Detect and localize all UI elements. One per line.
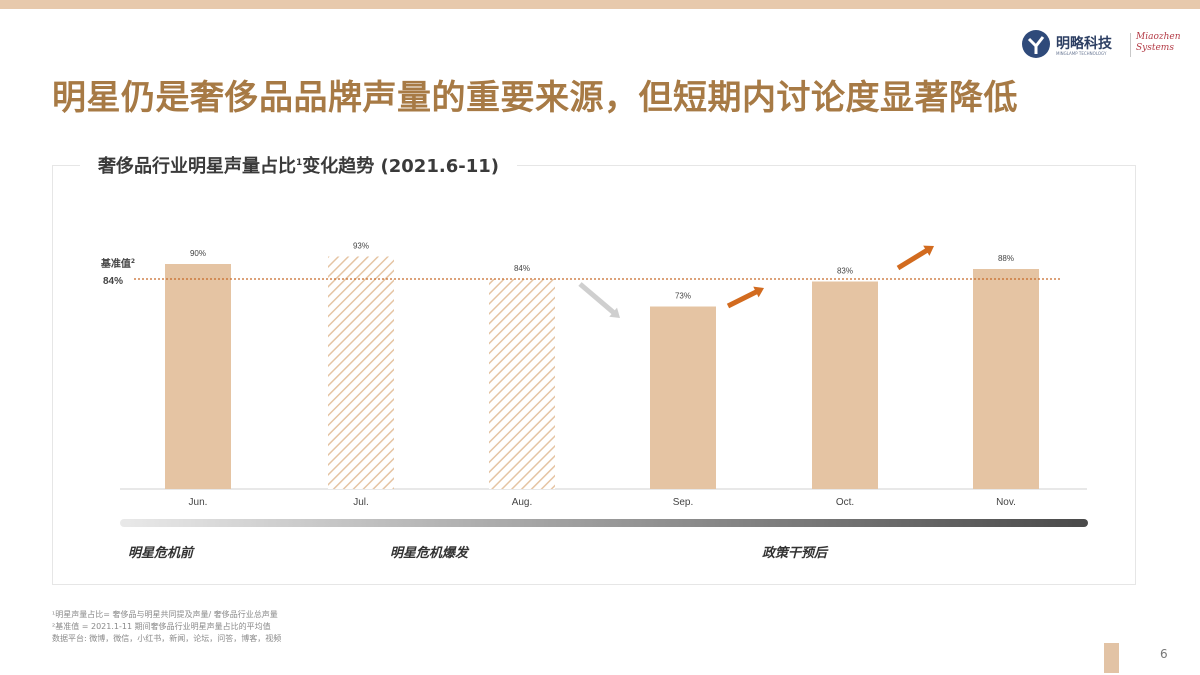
baseline-label: 基准值2 (100, 257, 135, 270)
timeline-bar (120, 519, 1088, 527)
page-number: 6 (1160, 647, 1168, 661)
x-tick-label: Sep. (673, 497, 694, 508)
page-title: 明星仍是奢侈品品牌声量的重要来源，但短期内讨论度显著降低 (52, 78, 1018, 118)
company-logo: 明略科技 MINGLAMP TECHNOLOGY Miaozhen System… (1020, 28, 1181, 62)
x-tick-label: Jul. (353, 497, 369, 508)
trend-arrow-up-shaft (896, 247, 930, 271)
x-tick-label: Oct. (836, 497, 854, 508)
trend-arrow-up-shaft (726, 288, 759, 309)
bar-sep (650, 306, 716, 489)
bar-value-label: 93% (353, 242, 369, 251)
logo-divider (1130, 33, 1131, 57)
footnote-1: ¹明星声量占比= 奢侈品与明星共同提及声量/ 奢侈品行业总声量 (52, 610, 278, 619)
bar-value-label: 84% (514, 264, 530, 273)
footnote-2: ²基准值 = 2021.1-11 期间奢侈品行业明星声量占比的平均值 (52, 622, 271, 631)
chart-panel (52, 165, 1136, 585)
bar-jun (165, 264, 231, 489)
phase-label-post-policy: 政策干预后 (762, 546, 828, 561)
bar-value-label: 90% (190, 249, 206, 258)
phase-label-crisis-outbreak: 明星危机爆发 (390, 546, 469, 561)
baseline-value: 84% (103, 276, 123, 287)
bar-aug (489, 279, 555, 489)
top-accent-bar (0, 0, 1200, 9)
logo-name: 明略科技 (1056, 36, 1112, 52)
bar-value-label: 83% (837, 267, 853, 276)
trend-arrow-up-head (753, 286, 764, 298)
page-accent-bar (1104, 643, 1119, 673)
phase-label-pre-crisis: 明星危机前 (128, 546, 194, 561)
baseline-footnote-mark: 2 (131, 258, 135, 265)
logo-alt-brand: Miaozhen Systems (1136, 32, 1181, 53)
chart-title: 奢侈品行业明星声量占比1变化趋势 (2021.6-11) (80, 152, 517, 178)
logo-tagline: MINGLAMP TECHNOLOGY (1056, 51, 1107, 56)
x-tick-label: Aug. (512, 497, 533, 508)
footnotes: ¹明星声量占比= 奢侈品与明星共同提及声量/ 奢侈品行业总声量 ²基准值 = 2… (52, 609, 281, 645)
x-tick-label: Jun. (189, 497, 208, 508)
trend-arrow-down-shaft (578, 282, 617, 316)
logo-mark-icon (1022, 30, 1050, 58)
trend-arrow-down-head (609, 307, 620, 318)
x-tick-label: Nov. (996, 497, 1016, 508)
bar-oct (812, 281, 878, 489)
bar-value-label: 88% (998, 254, 1014, 263)
chart-title-footnote-mark: 1 (296, 158, 303, 168)
footnote-data-source: 数据平台: 微博，微信，小红书，新闻，论坛，问答，博客，视频 (52, 634, 282, 643)
bar-jul (328, 256, 394, 489)
bar-value-label: 73% (675, 292, 691, 301)
chart-title-suffix: 变化趋势 (2021.6-11) (302, 156, 499, 177)
bar-nov (973, 269, 1039, 489)
chart-title-text: 奢侈品行业明星声量占比 (98, 156, 296, 177)
trend-arrow-up-head (923, 245, 934, 256)
